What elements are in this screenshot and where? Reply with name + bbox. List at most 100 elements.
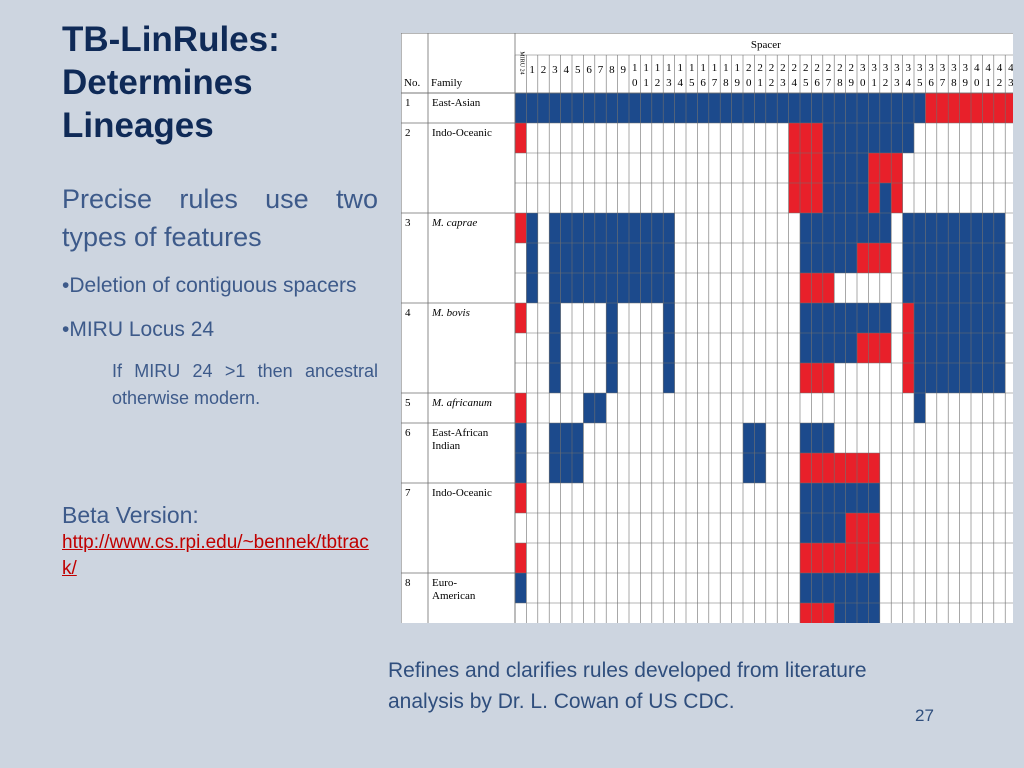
cell-g3-r3-c39 xyxy=(959,273,971,303)
cell-g3-r3-c40 xyxy=(971,273,983,303)
cell-g3-r1-c0 xyxy=(515,213,527,243)
cell-g4-r3-c37 xyxy=(936,363,949,393)
cell-g3-r1-c9 xyxy=(617,213,629,243)
cell-g2-r1-c33 xyxy=(891,123,903,153)
spoligotype-grid: 1 East-Asian 2 Indo-Oceanic 3 M. caprae 4 M. bo… xyxy=(400,32,1018,634)
cell-g4-r2-c40 xyxy=(971,333,983,363)
cell-g2-r1-c30 xyxy=(857,123,869,153)
cell-g3-r2-c4 xyxy=(560,243,572,273)
cell-g4-r2-c3 xyxy=(549,333,561,363)
cell-g3-r1-c36 xyxy=(925,213,937,243)
cell-g3-r2-c7 xyxy=(594,243,607,273)
cell-g3-r3-c41 xyxy=(982,273,994,303)
cell-g4-r3-c8 xyxy=(606,363,618,393)
table-labels: 1 East-Asian 2 Indo-Oceanic 3 M. caprae 4 M. bo… xyxy=(404,39,1014,602)
cell-g4-r1-c38 xyxy=(948,303,960,333)
cell-g3-r3-c37 xyxy=(936,273,949,303)
cell-g3-r3-c25 xyxy=(800,273,812,303)
group-number-4: 4 xyxy=(405,307,411,319)
cell-g3-r2-c28 xyxy=(834,243,846,273)
cell-g3-r3-c10 xyxy=(629,273,641,303)
cell-g4-r1-c27 xyxy=(822,303,835,333)
spacer-label-9: 9 xyxy=(621,64,627,76)
cell-g1-r1-c35 xyxy=(914,93,926,123)
cell-g7-r3-c27 xyxy=(822,543,835,573)
cell-g4-r2-c39 xyxy=(959,333,971,363)
group-family-4-line-1: M. bovis xyxy=(431,307,470,319)
group-family-5-line-1: M. africanum xyxy=(431,397,492,409)
group-number-7: 7 xyxy=(405,487,411,499)
cell-g3-r2-c31 xyxy=(868,243,880,273)
cell-g4-r2-c37 xyxy=(936,333,949,363)
cell-g2-r2-c25 xyxy=(800,153,812,183)
cell-g4-r2-c25 xyxy=(800,333,812,363)
cell-g3-r1-c29 xyxy=(845,213,857,243)
cell-g2-r3-c32 xyxy=(879,183,892,213)
beta-label: Beta Version: xyxy=(62,502,199,528)
cell-g2-r2-c28 xyxy=(834,153,846,183)
cell-g2-r1-c28 xyxy=(834,123,846,153)
cell-g1-r1-c41 xyxy=(982,93,994,123)
cell-g3-r1-c25 xyxy=(800,213,812,243)
cell-g3-r2-c11 xyxy=(640,243,652,273)
cell-g7-r3-c25 xyxy=(800,543,812,573)
cell-g4-r1-c26 xyxy=(811,303,823,333)
cell-g7-r1-c0 xyxy=(515,483,527,513)
cell-g3-r3-c42 xyxy=(993,273,1006,303)
beta-link[interactable]: http://www.cs.rpi.edu/~bennek/tbtrack/ xyxy=(62,532,369,579)
cell-g7-r2-c29 xyxy=(845,513,857,543)
cell-g2-r1-c0 xyxy=(515,123,527,153)
cell-g7-r1-c29 xyxy=(845,483,857,513)
cell-g1-r1-c33 xyxy=(891,93,903,123)
group-family-8-line-1: Euro- xyxy=(432,577,457,589)
cell-g3-r2-c37 xyxy=(936,243,949,273)
cell-g3-r1-c11 xyxy=(640,213,652,243)
cell-g1-r1-c13 xyxy=(663,93,675,123)
cell-g6-r2-c5 xyxy=(572,453,584,483)
cell-g4-r3-c35 xyxy=(914,363,926,393)
cell-g7-r2-c30 xyxy=(857,513,869,543)
cell-g8-r1-c31 xyxy=(868,573,880,603)
cell-g1-r1-c19 xyxy=(731,93,743,123)
cell-g1-r1-c17 xyxy=(708,93,721,123)
cell-g6-r1-c26 xyxy=(811,423,823,453)
cell-g1-r1-c18 xyxy=(720,93,732,123)
cell-g1-r1-c1 xyxy=(526,93,538,123)
cell-g2-r1-c27 xyxy=(822,123,835,153)
cell-g3-r2-c13 xyxy=(663,243,675,273)
cell-g7-r2-c31 xyxy=(868,513,880,543)
cell-g3-r3-c7 xyxy=(594,273,607,303)
cell-g4-r3-c36 xyxy=(925,363,937,393)
cell-g3-r3-c36 xyxy=(925,273,937,303)
cell-g3-r1-c39 xyxy=(959,213,971,243)
cell-g3-r2-c3 xyxy=(549,243,561,273)
cell-g6-r2-c26 xyxy=(811,453,823,483)
cell-g4-r2-c30 xyxy=(857,333,869,363)
cell-g1-r1-c3 xyxy=(549,93,561,123)
cell-g8-r2-c30 xyxy=(857,603,869,633)
cell-g2-r2-c33 xyxy=(891,153,903,183)
group-number-8: 8 xyxy=(405,577,411,589)
cell-g1-r1-c24 xyxy=(788,93,800,123)
group-number-1: 1 xyxy=(405,97,411,109)
cell-g1-r1-c26 xyxy=(811,93,823,123)
cell-g4-r3-c13 xyxy=(663,363,675,393)
cell-g2-r2-c30 xyxy=(857,153,869,183)
cell-g1-r1-c11 xyxy=(640,93,652,123)
table-gridlines xyxy=(400,32,1018,634)
cell-g2-r3-c25 xyxy=(800,183,812,213)
cell-g1-r1-c32 xyxy=(879,93,892,123)
